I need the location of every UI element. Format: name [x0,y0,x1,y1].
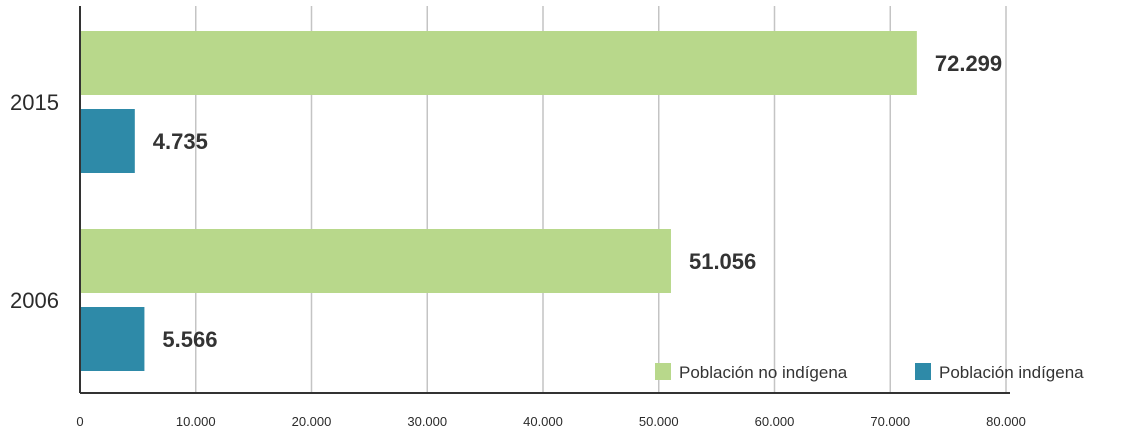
x-tick-label: 0 [76,414,83,429]
legend: Población no indígena Población indígena [655,363,1084,382]
bar-no-indigena-2015 [80,31,917,95]
legend-swatch [655,363,671,380]
bar-no-indigena-2006 [80,229,671,293]
x-tick-label: 30.000 [407,414,447,429]
legend-label: Población no indígena [679,363,848,382]
data-label: 4.735 [153,129,208,154]
axes [79,6,1010,394]
data-label: 72.299 [935,51,1002,76]
bar-indigena-2015 [80,109,135,173]
x-tick-label: 40.000 [523,414,563,429]
x-tick-label: 60.000 [755,414,795,429]
labels: 0 10.000 20.000 30.000 40.000 50.000 60.000 70.… [10,51,1026,429]
legend-label: Población indígena [939,363,1084,382]
bars [80,31,917,371]
x-tick-label: 20.000 [292,414,332,429]
bar-indigena-2006 [80,307,145,371]
x-tick-label: 50.000 [639,414,679,429]
data-label: 5.566 [162,327,217,352]
x-tick-label: 80.000 [986,414,1026,429]
category-label: 2015 [10,90,59,115]
x-tick-label: 10.000 [176,414,216,429]
legend-swatch [915,363,931,380]
category-label: 2006 [10,288,59,313]
x-tick-label: 70.000 [870,414,910,429]
data-label: 51.056 [689,249,756,274]
